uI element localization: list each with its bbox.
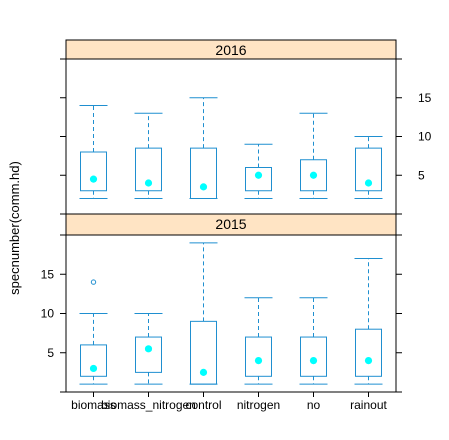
box-biomass_nitrogen	[135, 147, 162, 192]
median-point	[254, 357, 263, 365]
panel-strip-label: 2015	[215, 216, 246, 232]
box-biomass	[80, 344, 107, 377]
box-biomass_nitrogen	[135, 336, 162, 373]
median-point	[89, 175, 98, 183]
median-point	[89, 364, 98, 373]
x-tick-label: biomass	[71, 398, 116, 412]
y-tick-label: 15	[418, 91, 432, 105]
y-tick-label: 5	[418, 168, 425, 182]
outlier-point	[90, 279, 97, 285]
box-control	[190, 147, 217, 199]
panel-frame-2016	[65, 58, 397, 215]
median-point	[364, 357, 373, 365]
median-point	[144, 179, 153, 187]
median-point	[309, 171, 318, 179]
median-point	[254, 171, 263, 179]
median-point	[309, 357, 318, 365]
x-tick-label: no	[307, 398, 321, 412]
median-point	[199, 368, 208, 376]
box-nitrogen	[245, 167, 272, 192]
x-tick-label: biomass_nitrogen	[101, 398, 196, 412]
y-tick-label: 5	[47, 346, 54, 360]
x-tick-label: control	[185, 398, 221, 412]
y-tick-label: 15	[41, 267, 55, 281]
box-rainout	[355, 328, 382, 377]
box-biomass	[80, 151, 107, 192]
box-nitrogen	[245, 336, 272, 377]
median-point	[144, 345, 153, 353]
median-point	[199, 183, 208, 191]
panel-frame-2015	[65, 234, 397, 393]
panel-strip-label: 2016	[215, 42, 246, 58]
median-point	[364, 179, 373, 187]
box-rainout	[355, 147, 382, 192]
box-control	[190, 320, 217, 385]
box-no	[300, 159, 327, 192]
x-tick-label: rainout	[350, 398, 387, 412]
y-tick-label: 10	[41, 307, 55, 321]
box-no	[300, 336, 327, 377]
y-tick-label: 10	[418, 130, 432, 144]
y-axis-label: specnumber(comm.hd)	[7, 161, 22, 295]
x-tick-label: nitrogen	[237, 398, 280, 412]
